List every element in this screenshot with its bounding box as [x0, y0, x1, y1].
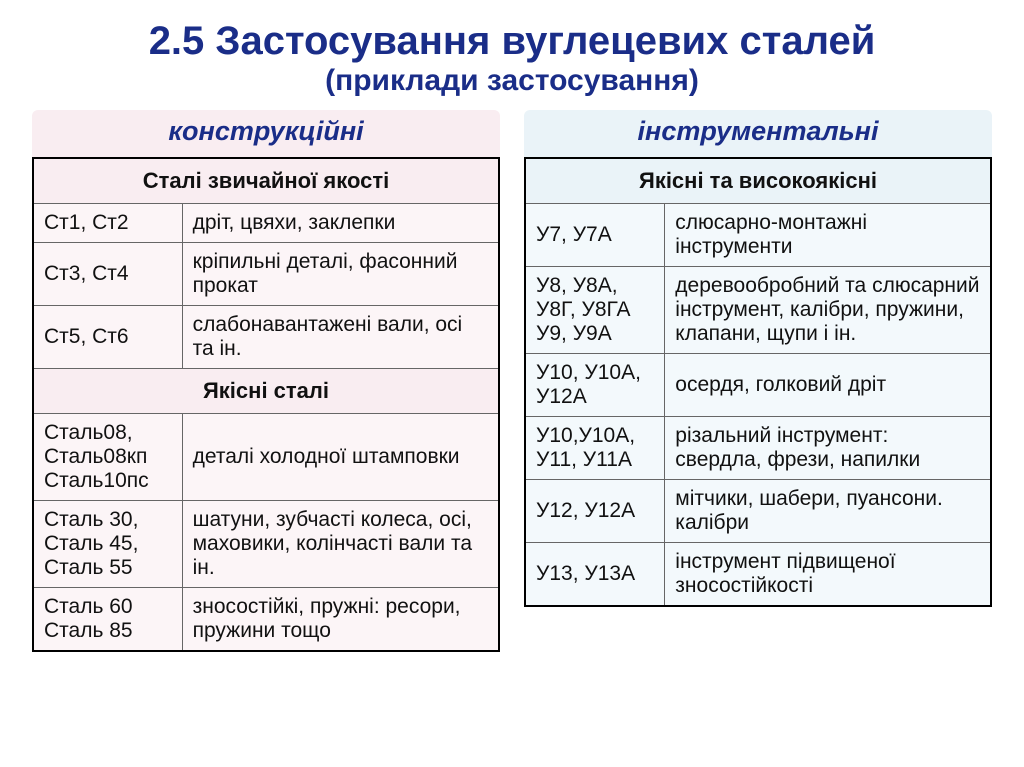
grade-cell: Ст5, Ст6: [33, 306, 182, 369]
desc-cell: осердя, голковий дріт: [665, 354, 991, 417]
table-row: У10,У10А, У11, У11А різальний інструмент…: [525, 417, 991, 480]
grade-cell: Ст3, Ст4: [33, 243, 182, 306]
grade-cell: Сталь 60 Сталь 85: [33, 588, 182, 652]
table-row: У7, У7А слюсарно-монтажні інструменти: [525, 204, 991, 267]
table-row: Сталь08, Сталь08кп Сталь10пс деталі холо…: [33, 414, 499, 501]
desc-cell: слабонавантажені вали, осі та ін.: [182, 306, 499, 369]
desc-cell: деревообробний та слюсарний інструмент, …: [665, 267, 991, 354]
page-title: 2.5 Застосування вуглецевих сталей: [30, 18, 994, 64]
table-row: У10, У10А, У12А осердя, голковий дріт: [525, 354, 991, 417]
right-column-header: інструментальні: [524, 110, 992, 157]
left-table: Сталі звичайної якості Ст1, Ст2 дріт, цв…: [32, 157, 500, 652]
grade-cell: У8, У8А, У8Г, У8ГА У9, У9А: [525, 267, 665, 354]
desc-cell: мітчики, шабери, пуансони. калібри: [665, 480, 991, 543]
left-column-header: конструкційні: [32, 110, 500, 157]
table-row: Ст1, Ст2 дріт, цвяхи, заклепки: [33, 204, 499, 243]
table-row: Сталь 30, Сталь 45, Сталь 55 шатуни, зуб…: [33, 501, 499, 588]
desc-cell: деталі холодної штамповки: [182, 414, 499, 501]
right-column: інструментальні Якісні та високоякісні У…: [524, 110, 992, 652]
grade-cell: Сталь08, Сталь08кп Сталь10пс: [33, 414, 182, 501]
desc-cell: інструмент підвищеної зносостійкості: [665, 543, 991, 607]
table-row: У8, У8А, У8Г, У8ГА У9, У9А деревообробни…: [525, 267, 991, 354]
desc-cell: різальний інструмент: свердла, фрези, на…: [665, 417, 991, 480]
table-row: У13, У13А інструмент підвищеної зносості…: [525, 543, 991, 607]
grade-cell: У13, У13А: [525, 543, 665, 607]
desc-cell: слюсарно-монтажні інструменти: [665, 204, 991, 267]
desc-cell: дріт, цвяхи, заклепки: [182, 204, 499, 243]
table-row: У12, У12А мітчики, шабери, пуансони. кал…: [525, 480, 991, 543]
desc-cell: шатуни, зубчасті колеса, осі, маховики, …: [182, 501, 499, 588]
table-row: Сталь 60 Сталь 85 зносостійкі, пружні: р…: [33, 588, 499, 652]
page-subtitle: (приклади застосування): [30, 64, 994, 98]
grade-cell: Сталь 30, Сталь 45, Сталь 55: [33, 501, 182, 588]
grade-cell: У7, У7А: [525, 204, 665, 267]
grade-cell: У10,У10А, У11, У11А: [525, 417, 665, 480]
columns-wrapper: конструкційні Сталі звичайної якості Ст1…: [30, 110, 994, 652]
left-section-header-2: Якісні сталі: [33, 369, 499, 414]
desc-cell: зносостійкі, пружні: ресори, пружини тощ…: [182, 588, 499, 652]
grade-cell: У10, У10А, У12А: [525, 354, 665, 417]
table-row: Ст5, Ст6 слабонавантажені вали, осі та і…: [33, 306, 499, 369]
table-row: Ст3, Ст4 кріпильні деталі, фасонний прок…: [33, 243, 499, 306]
desc-cell: кріпильні деталі, фасонний прокат: [182, 243, 499, 306]
grade-cell: У12, У12А: [525, 480, 665, 543]
left-column: конструкційні Сталі звичайної якості Ст1…: [32, 110, 500, 652]
right-table: Якісні та високоякісні У7, У7А слюсарно-…: [524, 157, 992, 607]
right-section-header-1: Якісні та високоякісні: [525, 158, 991, 204]
grade-cell: Ст1, Ст2: [33, 204, 182, 243]
left-section-header-1: Сталі звичайної якості: [33, 158, 499, 204]
